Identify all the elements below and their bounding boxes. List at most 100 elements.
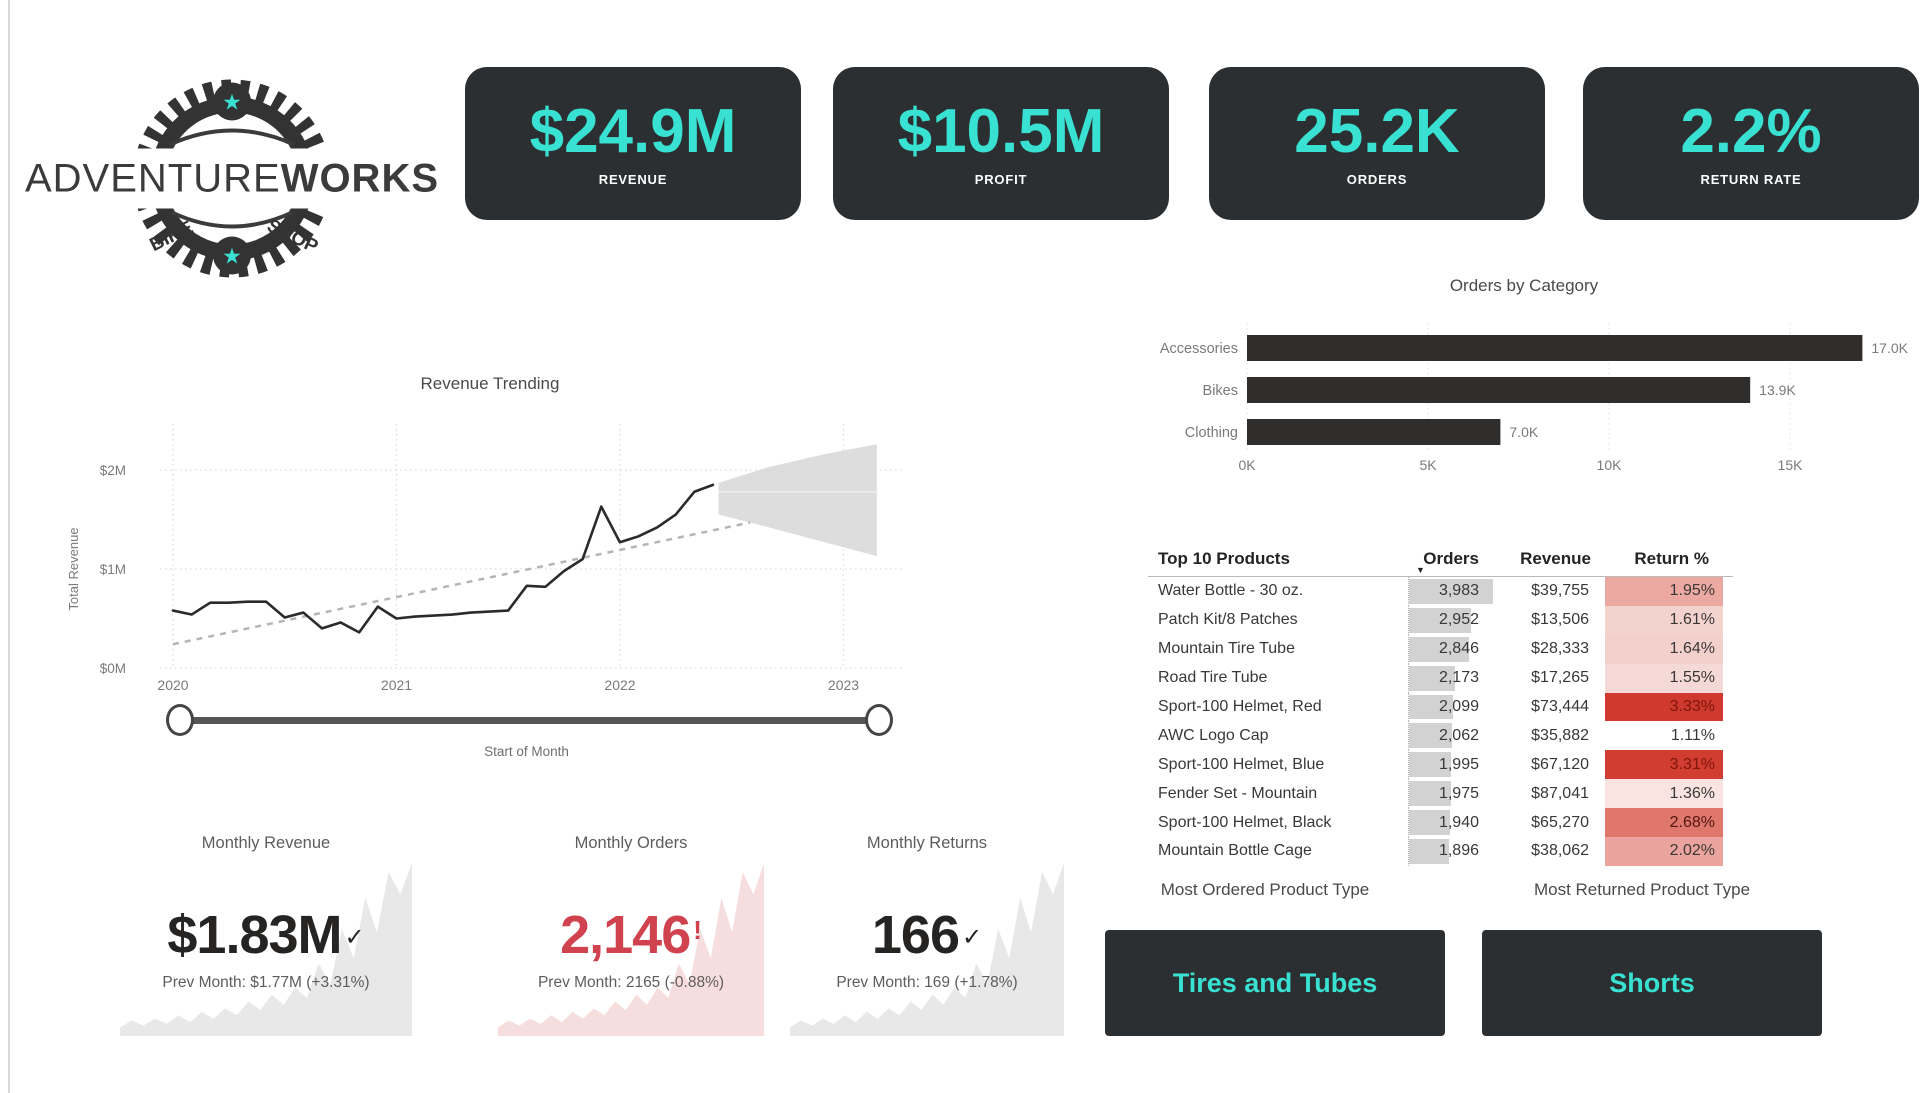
revenue-cell: $38,062 (1531, 842, 1589, 860)
column-header-return[interactable]: Return % (1634, 549, 1709, 568)
product-name-cell: Sport-100 Helmet, Red (1158, 698, 1322, 715)
y-axis-tick-label: $2M (100, 463, 126, 478)
prev-month-comparison: Prev Month: $1.77M (+3.31%) (162, 974, 370, 991)
revenue-trending-visual: Revenue Trending $0M $1M $2M 2020 2021 2022 20… (60, 366, 920, 766)
orders-value: 2,173 (1438, 669, 1479, 687)
orders-by-category-visual: Orders by Category 0K 5K 10K 15K Accessories… (1128, 268, 1920, 480)
monthly-card-title: Monthly Returns (866, 834, 988, 852)
x-axis-tick-label: 2021 (381, 677, 412, 693)
logo-lower-arc (171, 210, 293, 229)
monthly-kpi-card: Monthly Orders 2,146! Prev Month: 2165 (-0… (498, 834, 764, 1036)
category-bar[interactable] (1247, 419, 1501, 445)
orders-value: 1,896 (1438, 842, 1479, 860)
column-header-revenue[interactable]: Revenue (1520, 549, 1591, 568)
column-header-orders[interactable]: Orders ▼ (1416, 549, 1479, 575)
top-products-table: Top 10 Products Orders ▼ Revenue Return … (1148, 542, 1733, 866)
orders-data-bar (1409, 636, 1470, 662)
kpi-label: PROFIT (974, 171, 1028, 187)
kpi-card: 25.2K ORDERS (1209, 67, 1545, 220)
orders-value: 1,940 (1438, 813, 1479, 831)
brand-name: ADVENTUREWORKS (25, 157, 439, 201)
table-row[interactable]: Mountain Tire Tube 2,846 $28,333 1.64% (1148, 634, 1733, 664)
orders-data-bar (1409, 810, 1450, 836)
table-row[interactable]: Mountain Bottle Cage 1,896 $38,062 2.02% (1148, 837, 1733, 866)
kpi-card: 2.2% RETURN RATE (1583, 67, 1919, 220)
monthly-value-row: $1.83M ✓ (120, 908, 412, 962)
orders-value: 3,983 (1438, 582, 1479, 600)
most-ordered-label: Most Ordered Product Type (1160, 880, 1370, 899)
star-icon: ★ (222, 244, 242, 269)
category-bar[interactable] (1247, 335, 1863, 361)
monthly-value: 166 (871, 905, 960, 965)
kpi-label: REVENUE (598, 171, 668, 187)
orders-value: 2,062 (1438, 726, 1479, 744)
orders-data-bar (1409, 579, 1493, 604)
orders-data-bar (1409, 781, 1451, 807)
logo-top-notch (213, 82, 251, 121)
table-row[interactable]: Water Bottle - 30 oz. 3,983 $39,755 1.95% (1148, 577, 1733, 606)
table-row[interactable]: Sport-100 Helmet, Red 2,099 $73,444 3.33% (1148, 692, 1733, 722)
product-name-cell: Road Tire Tube (1158, 669, 1268, 687)
table-row[interactable]: Sport-100 Helmet, Blue 1,995 $67,120 3.31% (1148, 750, 1733, 780)
most-ordered-value: Tires and Tubes (1172, 967, 1378, 998)
orders-data-bar (1409, 665, 1455, 691)
monthly-value: 2,146 (560, 905, 691, 965)
date-range-slider-handle-end[interactable] (865, 704, 893, 736)
category-label: Clothing (1185, 425, 1238, 441)
orders-cell: 1,896 (1408, 837, 1493, 866)
product-name-cell: Water Bottle - 30 oz. (1158, 582, 1304, 600)
return-rate-cell: 1.11% (1605, 721, 1723, 751)
date-range-slider-handle-start[interactable] (166, 704, 194, 736)
orders-by-category-title: Orders by Category (1449, 276, 1599, 295)
table-row[interactable]: Fender Set - Mountain 1,975 $87,041 1.36% (1148, 779, 1733, 809)
star-icon: ★ (222, 90, 242, 115)
monthly-kpi-card: Monthly Returns 166 ✓ Prev Month: 169 (+1.7… (790, 834, 1064, 1036)
orders-cell: 2,846 (1408, 634, 1493, 664)
x-axis-tick-label: 5K (1419, 457, 1437, 473)
bar-value-label: 7.0K (1509, 424, 1538, 440)
product-name-cell: Mountain Tire Tube (1158, 640, 1295, 658)
return-rate-cell: 1.64% (1605, 634, 1723, 664)
date-range-slider-label: Start of Month (484, 744, 569, 759)
logo-text-band (22, 148, 442, 209)
y-axis-tick-label: $0M (100, 661, 126, 676)
bar-value-label: 17.0K (1871, 340, 1908, 356)
category-bar[interactable] (1247, 377, 1751, 403)
sparkline-area-chart (120, 863, 412, 1036)
check-icon: ✓ (962, 924, 983, 951)
kpi-value: $24.9M (529, 96, 737, 166)
bar-value-label: 13.9K (1759, 382, 1796, 398)
revenue-trending-chart: $0M $1M $2M 2020 2021 2022 2023 Total Revenue (66, 424, 905, 693)
monthly-value-row: 2,146! (498, 908, 764, 962)
column-header-product[interactable]: Top 10 Products (1158, 549, 1290, 568)
orders-value: 2,952 (1438, 611, 1479, 629)
revenue-cell: $73,444 (1531, 698, 1589, 715)
table-row[interactable]: Patch Kit/8 Patches 2,952 $13,506 1.61% (1148, 605, 1733, 635)
table-row[interactable]: AWC Logo Cap 2,062 $35,882 1.11% (1148, 721, 1733, 751)
logo-upper-arc (169, 128, 295, 147)
forecast-cone (718, 444, 877, 557)
product-name-cell: Sport-100 Helmet, Black (1158, 813, 1332, 831)
orders-data-bar (1409, 607, 1472, 633)
product-name-cell: Sport-100 Helmet, Blue (1158, 755, 1325, 773)
orders-data-bar (1409, 723, 1453, 749)
table-row[interactable]: Sport-100 Helmet, Black 1,940 $65,270 2.68% (1148, 808, 1733, 838)
sort-descending-icon: ▼ (1416, 565, 1425, 575)
product-name-cell: AWC Logo Cap (1158, 726, 1269, 744)
kpi-value: 25.2K (1294, 96, 1460, 166)
revenue-cell: $13,506 (1531, 611, 1589, 629)
x-axis-tick-label: 15K (1778, 457, 1804, 473)
revenue-cell: $39,755 (1531, 582, 1589, 600)
orders-cell: 2,062 (1408, 721, 1493, 751)
kpi-card: $24.9M REVENUE (465, 67, 801, 220)
orders-cell: 2,099 (1408, 692, 1493, 722)
monthly-value: $1.83M (167, 905, 342, 965)
return-rate-cell: 3.33% (1605, 692, 1723, 722)
most-returned-value: Shorts (1609, 967, 1695, 998)
orders-data-bar (1409, 752, 1452, 778)
table-row[interactable]: Road Tire Tube 2,173 $17,265 1.55% (1148, 663, 1733, 693)
return-rate-cell: 3.31% (1605, 750, 1723, 780)
date-range-slider-track[interactable] (181, 717, 880, 724)
return-rate-cell: 1.61% (1605, 605, 1723, 635)
return-rate-cell: 1.55% (1605, 663, 1723, 693)
